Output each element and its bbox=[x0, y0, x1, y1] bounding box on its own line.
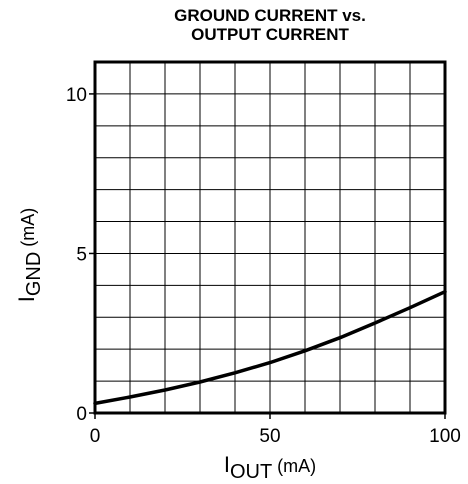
x-axis-label-sub: OUT bbox=[229, 461, 273, 483]
x-axis-label: IOUT (mA) bbox=[224, 452, 316, 484]
chart-title-line-2: OUTPUT CURRENT bbox=[191, 25, 349, 44]
x-axis-label-main: I bbox=[223, 452, 230, 477]
y-tick-label: 10 bbox=[66, 85, 87, 106]
chart-title-line-1: GROUND CURRENT vs. bbox=[174, 6, 366, 25]
chart-title: GROUND CURRENT vs. OUTPUT CURRENT bbox=[95, 6, 445, 44]
x-tick-label: 0 bbox=[90, 426, 101, 447]
x-axis-label-unit: (mA) bbox=[272, 456, 317, 476]
x-tick-label: 100 bbox=[429, 426, 461, 447]
y-tick-label: 5 bbox=[76, 244, 87, 265]
x-tick-label: 50 bbox=[259, 426, 280, 447]
y-tick-label: 0 bbox=[76, 404, 87, 425]
series-line bbox=[93, 289, 447, 406]
